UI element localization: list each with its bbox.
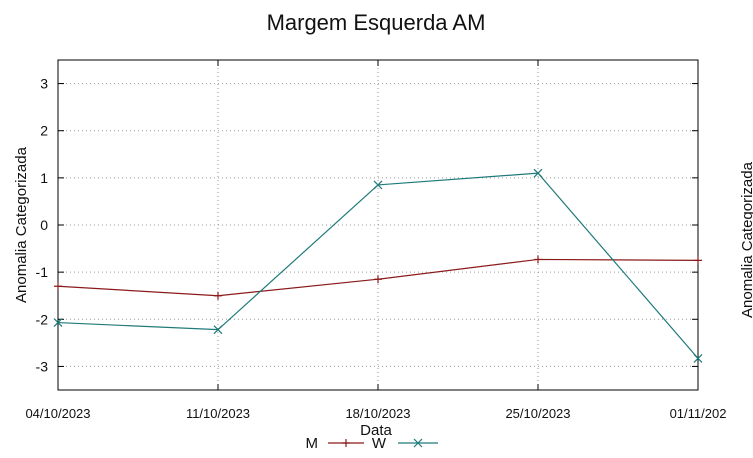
series-w-point — [373, 180, 383, 190]
series-w-point — [213, 325, 223, 335]
x-tick-label: 11/10/2023 — [186, 406, 250, 421]
y-axis-ticks: 3 2 1 0 -1 -2 -3 — [36, 76, 698, 374]
series-w-point — [53, 318, 63, 328]
x-tick-label: 01/11/202 — [670, 406, 727, 421]
series-m-point — [214, 291, 222, 300]
series-m-point — [54, 282, 62, 291]
legend-label-w: W — [372, 435, 387, 452]
x-tick-label: 18/10/2023 — [345, 406, 410, 421]
x-axis-ticks: 04/10/2023 11/10/2023 18/10/2023 25/10/2023… — [25, 60, 726, 421]
y-tick-label: 3 — [40, 76, 48, 92]
y-tick-label: 1 — [40, 170, 48, 186]
y-tick-label: -3 — [36, 358, 49, 374]
y-tick-label: 2 — [40, 123, 48, 139]
y-axis-label: Anomalia Categorizada — [13, 146, 30, 303]
legend-marker-w — [413, 438, 423, 448]
y-tick-label: -1 — [36, 264, 49, 280]
y-tick-label: -2 — [36, 311, 49, 327]
series-m — [54, 255, 702, 300]
series-m-point — [534, 255, 542, 264]
legend-marker-m — [342, 439, 350, 447]
y-tick-label: 0 — [40, 217, 48, 233]
x-axis-label: Data — [360, 422, 392, 439]
right-y-axis-label-partial: Anomalia Categorizada — [739, 161, 753, 318]
series-m-point — [694, 256, 702, 265]
grid-lines — [58, 60, 698, 390]
series-w-point — [533, 168, 543, 178]
chart-title: Margem Esquerda AM — [267, 10, 486, 35]
series-w-point — [693, 353, 703, 363]
x-tick-label: 04/10/2023 — [25, 406, 90, 421]
x-tick-label: 25/10/2023 — [505, 406, 570, 421]
series-m-point — [374, 275, 382, 284]
series-w — [53, 168, 703, 363]
series-layer — [53, 168, 703, 363]
legend-label-m: M — [306, 435, 319, 452]
